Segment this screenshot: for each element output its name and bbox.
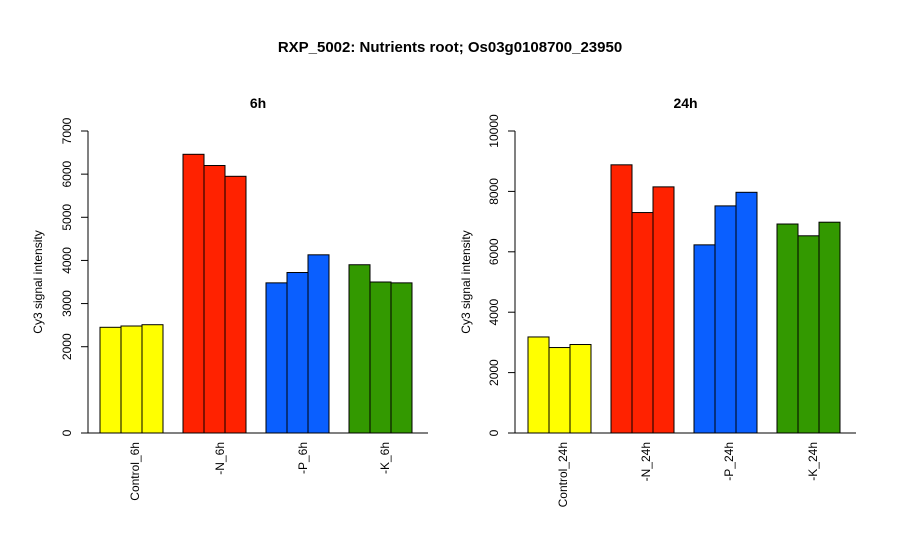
y-axis-title-1: Cy3 signal intensity [459,230,473,333]
bar-1-1-2 [652,186,675,434]
bar-1-2-2 [735,191,758,434]
y-tick-label-1-2: 4000 [487,299,501,326]
bar-0-0-0 [99,326,122,434]
bar-0-3-2 [390,282,413,434]
category-label-1-1: -N_24h [639,442,653,481]
bar-1-1-1 [631,212,654,434]
bar-0-1-1 [203,165,226,434]
bar-1-3-1 [797,235,820,434]
category-label-0-2: -P_6h [296,442,310,474]
bar-0-2-1 [286,272,309,434]
y-tick-label-0-3: 4000 [60,247,74,274]
bar-0-1-2 [224,175,247,434]
category-label-1-0: Control_24h [556,442,570,507]
bar-0-1-0 [182,153,205,434]
bar-0-0-1 [120,325,143,434]
bar-1-3-0 [776,223,799,434]
y-axis-title-0: Cy3 signal intensity [31,230,45,333]
category-label-1-2: -P_24h [722,442,736,481]
y-tick-label-1-0: 0 [487,429,501,436]
bar-0-2-2 [307,254,330,434]
bar-0-2-0 [265,282,288,434]
y-tick-label-0-4: 5000 [60,204,74,231]
bar-1-0-1 [548,347,571,434]
panel-title-0: 6h [250,95,266,111]
y-tick-label-1-4: 8000 [487,178,501,205]
bar-1-2-0 [693,244,716,434]
y-tick-label-1-1: 2000 [487,359,501,386]
category-label-1-3: -K_24h [806,442,820,481]
y-tick-label-1-3: 6000 [487,238,501,265]
y-tick-label-0-1: 2000 [60,333,74,360]
panel-title-1: 24h [673,95,697,111]
category-label-0-0: Control_6h [128,442,142,501]
bar-1-1-0 [610,164,633,434]
y-tick-label-1-5: 10000 [487,114,501,148]
chart-main-title: RXP_5002: Nutrients root; Os03g0108700_2… [277,39,623,56]
y-tick-label-0-5: 6000 [60,160,74,187]
category-label-0-3: -K_6h [378,442,392,474]
bar-1-3-2 [818,221,841,434]
category-label-0-1: -N_6h [213,442,227,475]
bar-0-0-2 [141,324,164,434]
y-tick-label-0-0: 0 [60,429,74,436]
bar-0-3-1 [369,281,392,434]
bar-1-2-1 [714,205,737,434]
bar-0-3-0 [348,264,371,434]
bar-1-0-0 [527,336,550,434]
y-tick-label-0-2: 3000 [60,290,74,317]
bar-1-0-2 [569,344,592,434]
y-tick-label-0-6: 7000 [60,117,74,144]
